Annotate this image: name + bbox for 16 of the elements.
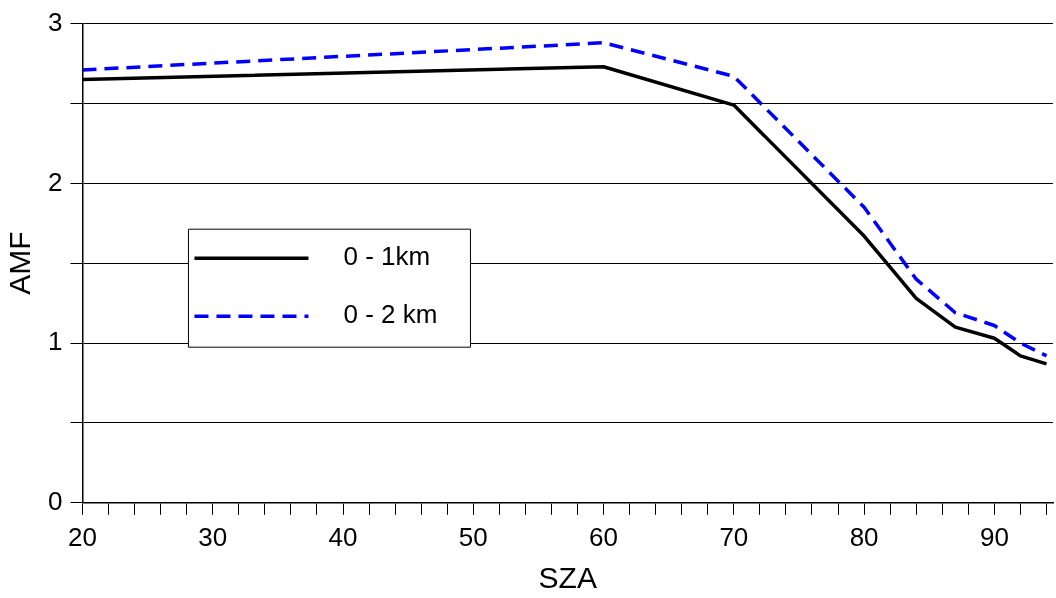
x-tick-label: 80 <box>849 521 879 552</box>
legend-label: 0 - 1km <box>343 241 431 272</box>
x-tick-label: 90 <box>979 521 1009 552</box>
y-tick-label: 2 <box>47 166 63 197</box>
x-tick-label: 70 <box>719 521 749 552</box>
x-tick-label: 50 <box>458 521 488 552</box>
x-tick-label: 60 <box>589 521 619 552</box>
legend-label: 0 - 2 km <box>343 299 438 330</box>
x-tick-label: 20 <box>68 521 97 552</box>
x-tick-label: 30 <box>198 521 228 552</box>
y-tick-label: 3 <box>47 6 63 37</box>
x-tick-label: 40 <box>328 521 358 552</box>
y-tick-label: 1 <box>47 326 63 357</box>
y-tick-label: 0 <box>47 485 63 516</box>
y-axis-title: AMF <box>3 231 37 295</box>
x-axis-title: SZA <box>538 561 597 595</box>
